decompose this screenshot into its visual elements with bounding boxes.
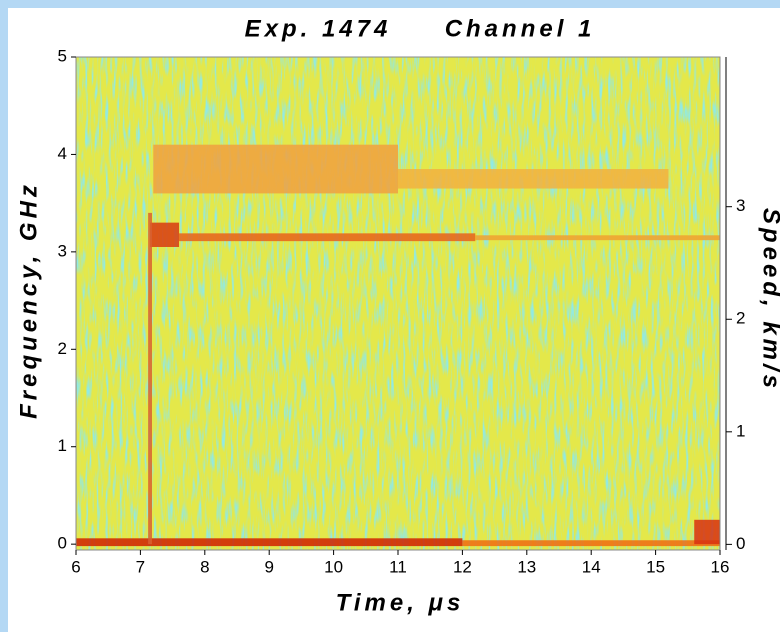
y-axis-label: Frequency, GHz [15, 181, 42, 419]
y-tick-label: 2 [58, 339, 67, 358]
y-tick-label: 1 [58, 436, 67, 455]
spectral-feature [76, 538, 463, 547]
x-tick-label: 16 [711, 557, 730, 576]
spectral-feature [462, 540, 720, 547]
x-tick-label: 8 [200, 557, 209, 576]
spectral-feature [475, 235, 720, 241]
y2-axis-label: Speed, km/s [758, 208, 780, 392]
spectrogram-noise [76, 57, 720, 550]
plot-area [76, 57, 720, 550]
spectral-feature [694, 519, 720, 545]
spectral-feature [150, 222, 180, 247]
x-tick-label: 9 [264, 557, 273, 576]
chart-title: Exp. 1474 Channel 1 [245, 15, 596, 42]
x-tick-label: 11 [389, 557, 407, 576]
x-axis-label: Time, μs [336, 589, 465, 616]
y2-tick-label: 1 [736, 421, 745, 440]
y-tick-label: 3 [58, 241, 67, 260]
y-tick-label: 4 [58, 144, 67, 163]
x-tick-label: 12 [453, 557, 472, 576]
spectral-feature [148, 212, 152, 545]
y2-tick-label: 2 [736, 309, 745, 328]
y2-tick-label: 0 [736, 534, 745, 553]
spectral-feature [179, 233, 476, 242]
x-tick-label: 7 [136, 557, 145, 576]
y2-tick-label: 3 [736, 196, 745, 215]
spectral-feature [398, 169, 669, 189]
x-tick-label: 13 [517, 557, 536, 576]
y-tick-label: 5 [58, 46, 67, 65]
x-tick-label: 15 [646, 557, 665, 576]
y-tick-label: 0 [58, 534, 67, 553]
x-tick-label: 10 [324, 557, 343, 576]
x-tick-label: 14 [582, 557, 601, 576]
spectral-feature [153, 144, 398, 194]
x-tick-label: 6 [71, 557, 80, 576]
